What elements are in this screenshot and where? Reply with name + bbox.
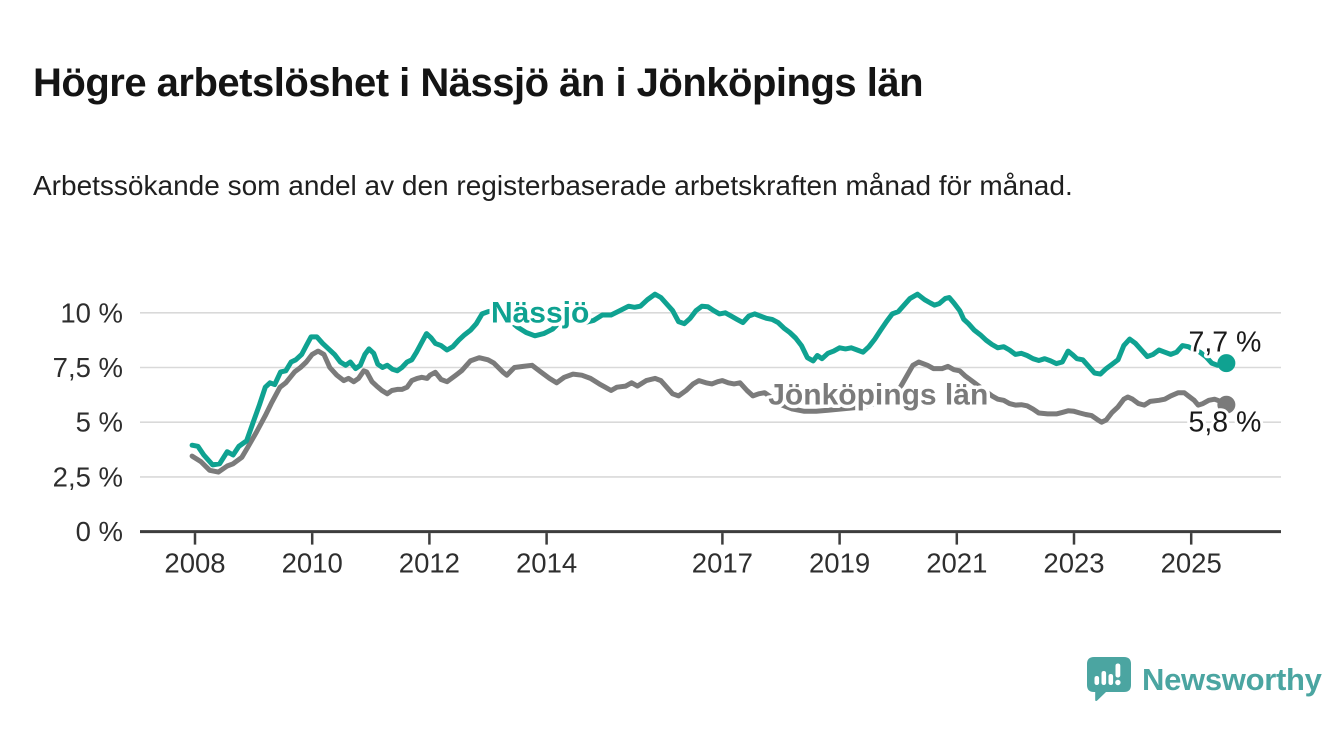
x-axis-tick-label: 2008: [164, 548, 225, 579]
y-axis-tick-label: 7,5 %: [53, 352, 123, 383]
page-title: Högre arbetslöshet i Nässjö än i Jönköpi…: [33, 60, 924, 105]
chart-svg: 0 % 2,5 % 5 % 7,5 % 10 % 2008 2010 2012 2014 2017…: [53, 291, 1281, 579]
series-end-value-label-n-ssj: 7,7 %: [1188, 327, 1261, 359]
x-axis-tick-label: 2023: [1043, 548, 1104, 579]
x-axis-tick-label: 2017: [692, 548, 753, 579]
x-axis-tick-label: 2010: [282, 548, 343, 579]
series-name-label-j-nk-pings-l-n: Jönköpings län: [768, 378, 988, 411]
series-end-value-label-j-nk-pings-l-n: 5,8 %: [1188, 407, 1261, 439]
bar-chart-speech-bubble-icon: [1086, 656, 1132, 704]
newsworthy-logo: Newsworthy: [1086, 655, 1326, 705]
y-axis-tick-label: 2,5 %: [53, 461, 123, 492]
x-axis-tick-label: 2021: [926, 548, 987, 579]
series-end-dot-j-nk-pings-l-n: [1217, 395, 1236, 414]
newsworthy-logo-text: Newsworthy: [1142, 662, 1322, 697]
line-chart: 0 % 2,5 % 5 % 7,5 % 10 % 2008 2010 2012 2014 2017…: [0, 270, 1340, 600]
chart-subtitle: Arbetssökande som andel av den registerb…: [33, 170, 1073, 201]
series-end-dot-n-ssj: [1217, 354, 1236, 373]
x-axis-tick-label: 2019: [809, 548, 870, 579]
y-axis-tick-label: 5 %: [76, 407, 123, 438]
y-axis-tick-label: 10 %: [60, 297, 123, 328]
x-axis-tick-label: 2012: [399, 548, 460, 579]
series-name-label-n-ssj: Nässjö: [491, 296, 589, 329]
x-axis-tick-label: 2025: [1161, 548, 1222, 579]
series-line-n-ssj: [189, 291, 1229, 468]
series-line-j-nk-pings-l-n: [189, 348, 1229, 475]
x-axis-tick-label: 2014: [516, 548, 577, 579]
y-axis-tick-label: 0 %: [76, 516, 123, 547]
